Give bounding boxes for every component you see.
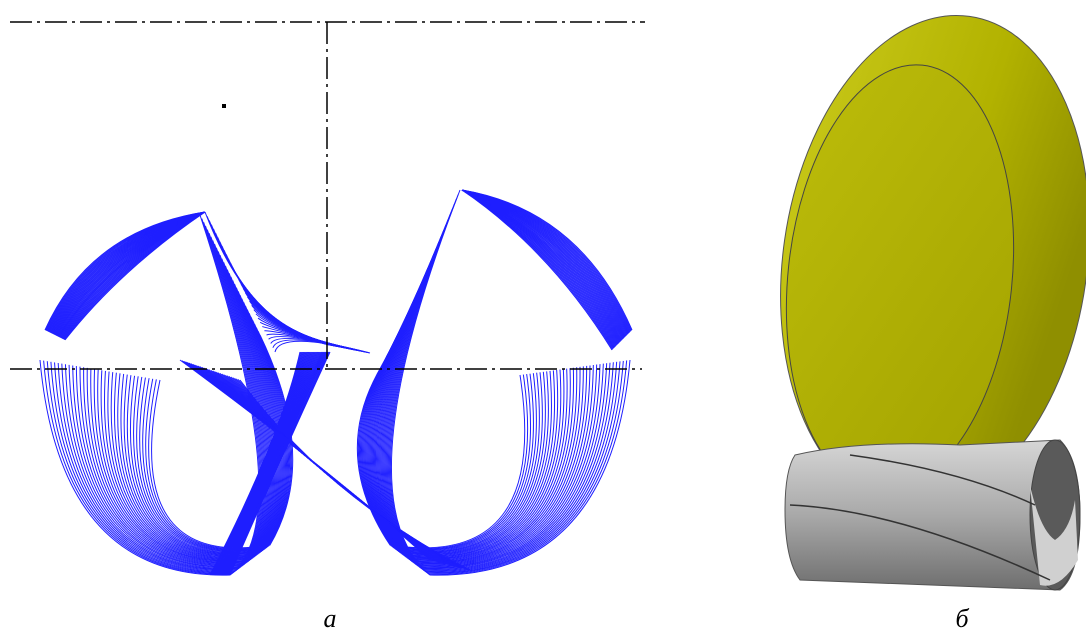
wire-curve: [75, 251, 270, 567]
wire-curve: [83, 258, 272, 566]
wire-curve: [229, 351, 331, 576]
wire-curve: [148, 331, 293, 550]
panel-label: а: [324, 604, 337, 633]
wire-curve: [107, 283, 279, 560]
wire-curve: [366, 298, 552, 556]
wire-curve: [378, 244, 591, 566]
wire-curve: [139, 320, 290, 552]
wire-curve: [363, 312, 543, 553]
wire-curve: [380, 235, 598, 567]
wire-curve: [104, 280, 278, 561]
wire-curve: [126, 305, 285, 555]
wire-curve: [385, 212, 614, 572]
panel-label: б: [955, 604, 969, 633]
wire-curve: [377, 248, 588, 565]
wire-curve: [376, 253, 584, 564]
wire-curve: [369, 285, 562, 558]
wire-curve: [72, 247, 269, 568]
wire-curve: [361, 321, 537, 552]
wire-curve: [373, 267, 574, 562]
wire-curve: [64, 240, 267, 570]
wire-curve: [362, 316, 540, 553]
wire-pattern: [39, 189, 633, 576]
wire-curve: [123, 302, 284, 556]
wire-curve: [43, 218, 261, 575]
point: [222, 104, 226, 108]
wire-curve: [374, 262, 578, 562]
wire-curve: [86, 262, 273, 565]
wire-curve: [100, 276, 277, 562]
wire-curve: [379, 239, 594, 567]
wire-curve: [365, 303, 549, 555]
wire-curve: [57, 233, 265, 572]
wire-curve: [389, 194, 628, 575]
wire-curve: [46, 222, 262, 574]
wire-curve: [360, 326, 534, 551]
wire-curve: [93, 269, 275, 563]
wire-curve: [359, 330, 531, 550]
wire-curve: [390, 189, 631, 576]
wire-curve: [239, 379, 471, 571]
model-3d: [780, 15, 1086, 591]
wire-curve: [364, 307, 546, 554]
wire-curve: [113, 291, 281, 558]
wire-curve: [50, 225, 263, 573]
wire-curve: [120, 298, 283, 557]
helix-edge: [789, 454, 1051, 581]
wire-curve: [68, 243, 268, 569]
wire-curve: [145, 327, 292, 550]
wire-curve: [356, 339, 526, 549]
wire-curve: [388, 198, 624, 574]
wire-curve: [142, 323, 291, 551]
wire-curve: [151, 334, 294, 549]
wire-curve: [372, 271, 571, 561]
wire-curve: [133, 312, 287, 554]
wire-curve: [274, 340, 371, 354]
wire-curve: [79, 254, 271, 567]
wire-curve: [381, 230, 601, 568]
wire-curve: [386, 207, 618, 573]
wire-curve: [387, 203, 621, 573]
wire-curve: [54, 229, 264, 573]
wire-curve: [117, 294, 282, 557]
wire-curve: [61, 236, 266, 571]
wire-curve: [249, 300, 356, 351]
wire-curve: [357, 335, 529, 550]
wire-curve: [129, 309, 286, 554]
wire-curve: [384, 217, 611, 571]
wire-curve: [136, 316, 289, 553]
wire-curve: [110, 287, 280, 559]
wire-curve: [97, 273, 276, 562]
wire-curve: [371, 276, 568, 560]
wire-curve: [375, 257, 581, 563]
wire-curve: [367, 294, 555, 557]
wire-curve: [227, 351, 327, 576]
wire-curve: [368, 289, 559, 557]
wire-curve: [370, 280, 565, 559]
wire-curve: [64, 211, 206, 341]
wire-curve: [461, 189, 613, 351]
wire-curve: [90, 265, 274, 564]
cylinder-cut: [1030, 485, 1078, 586]
wire-curve: [383, 221, 608, 570]
